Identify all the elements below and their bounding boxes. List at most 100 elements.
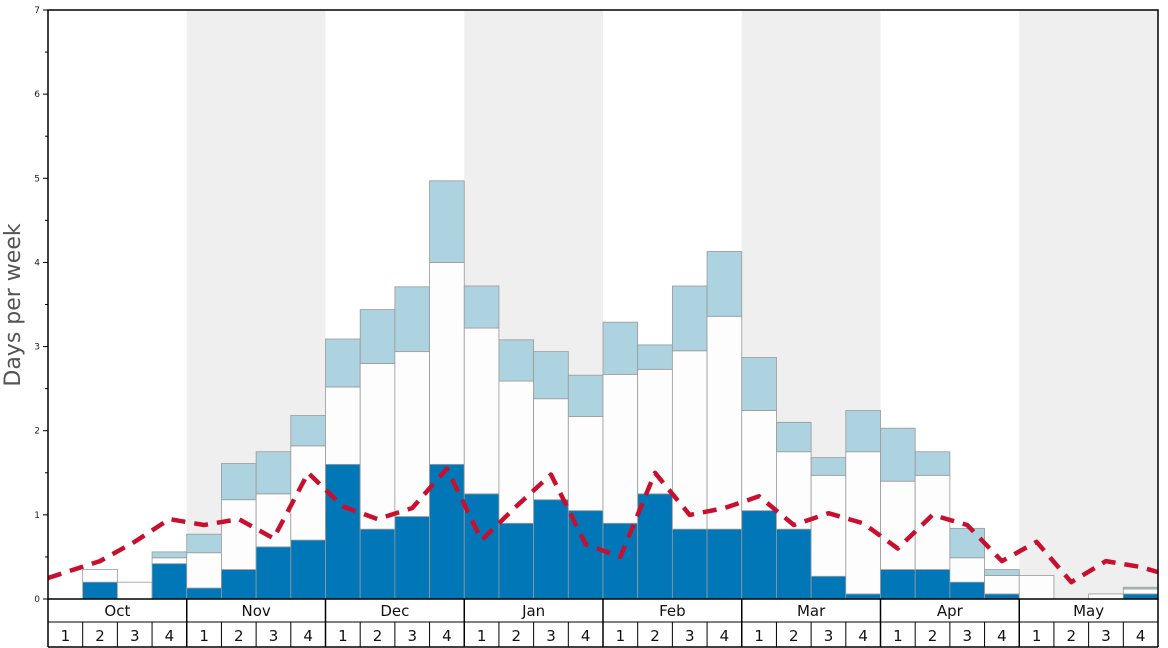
bar-light-9 [325, 338, 361, 388]
week-label-jan-4: 4 [581, 627, 591, 645]
bar-light-19 [671, 285, 708, 352]
week-label-may-1: 1 [1032, 627, 1042, 645]
y-tick-label-6: 6 [34, 90, 40, 100]
y-tick-label-2: 2 [34, 427, 40, 437]
bar-light-26 [914, 451, 951, 476]
bar-dark-23 [810, 575, 847, 600]
bars [82, 180, 1159, 600]
week-label-nov-1: 1 [199, 627, 209, 645]
month-label-oct: Oct [104, 602, 130, 620]
week-label-oct-4: 4 [165, 627, 175, 645]
bar-light-8 [290, 415, 326, 447]
bar-light-4 [151, 551, 188, 559]
bar-dark-20 [706, 528, 743, 600]
month-label-may: May [1073, 602, 1104, 620]
month-band-may [1019, 10, 1158, 599]
bar-light-22 [776, 421, 812, 453]
y-axis-label: Days per week [1, 223, 26, 386]
bar-white-16 [567, 416, 604, 512]
month-label-feb: Feb [659, 602, 686, 620]
bar-white-32 [1122, 588, 1159, 595]
week-label-may-4: 4 [1136, 627, 1146, 645]
bar-light-12 [429, 180, 465, 263]
bar-dark-7 [255, 546, 292, 600]
bar-light-16 [567, 374, 604, 417]
bar-light-28 [984, 569, 1020, 576]
week-label-oct-3: 3 [130, 627, 140, 645]
bar-dark-15 [533, 499, 569, 600]
bar-dark-21 [741, 510, 777, 600]
bar-light-20 [706, 251, 743, 317]
bar-dark-6 [221, 569, 257, 600]
week-label-dec-3: 3 [407, 627, 417, 645]
week-label-nov-2: 2 [234, 627, 244, 645]
bar-light-18 [637, 344, 673, 370]
week-label-apr-2: 2 [928, 627, 938, 645]
month-label-mar: Mar [797, 602, 826, 620]
week-label-jan-1: 1 [477, 627, 487, 645]
bar-light-27 [949, 527, 985, 559]
bar-white-3 [116, 581, 153, 600]
bar-white-8 [290, 445, 326, 541]
week-label-oct-1: 1 [61, 627, 71, 645]
month-label-jan: Jan [521, 602, 545, 620]
bar-dark-25 [880, 569, 916, 600]
bar-dark-22 [776, 528, 812, 600]
bar-white-28 [984, 575, 1020, 595]
y-tick-label-1: 1 [34, 511, 40, 521]
bar-light-13 [463, 285, 500, 329]
bar-light-25 [880, 427, 916, 482]
month-label-apr: Apr [937, 602, 964, 620]
bar-dark-28 [984, 593, 1020, 600]
week-label-mar-3: 3 [824, 627, 834, 645]
week-label-may-3: 3 [1101, 627, 1111, 645]
week-label-dec-2: 2 [373, 627, 383, 645]
week-label-dec-4: 4 [442, 627, 452, 645]
y-tick-label-0: 0 [34, 595, 40, 605]
bar-white-6 [221, 499, 257, 570]
week-label-mar-4: 4 [858, 627, 868, 645]
bar-white-20 [706, 315, 743, 530]
bar-light-7 [255, 451, 292, 495]
month-label-dec: Dec [380, 602, 409, 620]
bar-dark-24 [845, 593, 881, 600]
bar-dark-9 [325, 463, 361, 600]
week-label-nov-3: 3 [269, 627, 279, 645]
bar-white-24 [845, 451, 881, 595]
bar-light-6 [221, 463, 257, 501]
bar-dark-32 [1122, 593, 1159, 600]
bar-light-14 [498, 339, 535, 382]
week-label-mar-1: 1 [754, 627, 764, 645]
average-line-layer [47, 466, 1159, 585]
bar-dark-12 [429, 463, 465, 600]
bar-white-9 [325, 386, 361, 465]
week-label-nov-4: 4 [303, 627, 313, 645]
bar-white-25 [880, 480, 916, 570]
bar-white-26 [914, 474, 951, 570]
bar-dark-18 [637, 493, 673, 600]
week-label-jan-2: 2 [512, 627, 522, 645]
bar-white-5 [186, 552, 222, 589]
average-line [47, 466, 1159, 585]
y-tick-label-7: 7 [34, 6, 40, 16]
bar-dark-17 [602, 522, 639, 600]
week-label-feb-1: 1 [616, 627, 626, 645]
week-label-may-2: 2 [1067, 627, 1077, 645]
bar-white-2 [82, 569, 118, 583]
bar-light-21 [741, 357, 777, 411]
bar-light-5 [186, 533, 222, 554]
bar-dark-19 [671, 528, 708, 600]
y-tick-label-3: 3 [34, 343, 40, 353]
bar-dark-2 [82, 581, 118, 600]
bar-light-17 [602, 321, 639, 375]
week-label-jan-3: 3 [546, 627, 556, 645]
bar-white-13 [463, 327, 500, 495]
bar-white-4 [151, 557, 188, 565]
y-tick-label-4: 4 [34, 258, 40, 268]
bar-white-19 [671, 350, 708, 530]
bar-light-32 [1122, 586, 1159, 590]
week-label-feb-4: 4 [720, 627, 730, 645]
bar-white-11 [394, 351, 430, 517]
